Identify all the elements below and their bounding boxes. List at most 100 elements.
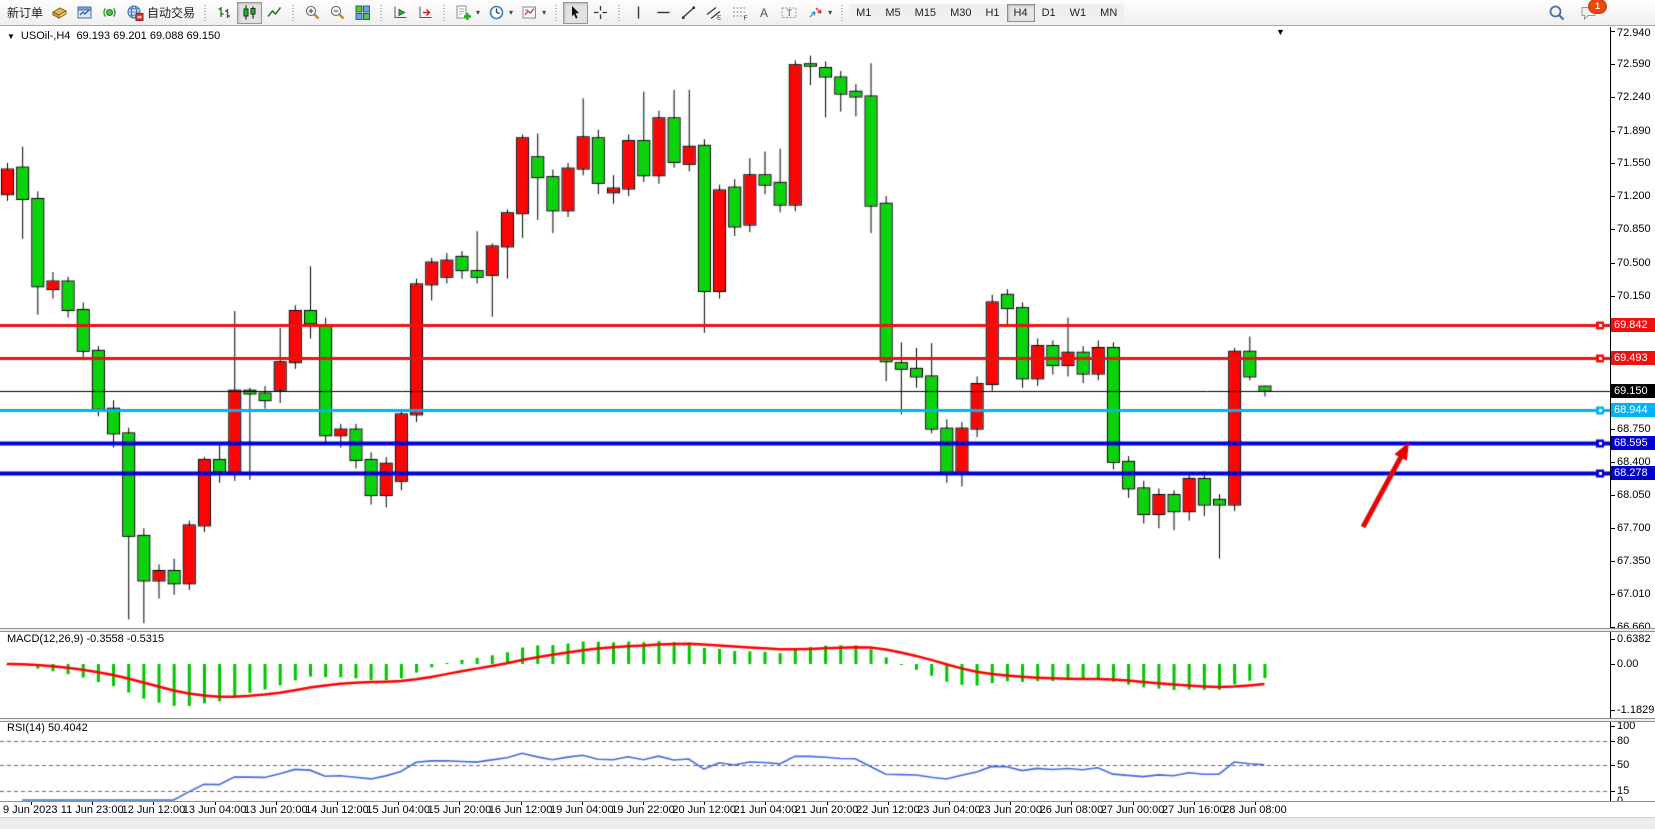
autotrading-button[interactable]: 自动交易 [122, 2, 199, 24]
price-tick-label: 68.050 [1617, 489, 1651, 502]
new-order-button[interactable]: 新订单 [3, 2, 47, 24]
price-tick-label: 71.550 [1617, 156, 1651, 169]
fibonacci-icon: F [731, 4, 749, 21]
signals-icon [101, 4, 118, 21]
timeframe-m30[interactable]: M30 [943, 3, 979, 22]
tile-windows-button[interactable] [350, 2, 375, 24]
notification-badge: 1 [1588, 0, 1607, 14]
timeframe-m15[interactable]: M15 [907, 3, 944, 22]
time-axis-tick [337, 802, 338, 805]
price-tick-label: 70.150 [1617, 289, 1651, 302]
price-line-label: 68.944 [1611, 403, 1655, 417]
svg-text:F: F [744, 15, 748, 21]
periods-clock-icon [488, 4, 505, 21]
time-axis-tick [31, 802, 32, 805]
time-axis-tick [1193, 802, 1195, 805]
text-label-button[interactable]: T [776, 2, 803, 24]
equidistant-channel-button[interactable]: E [701, 2, 727, 24]
timeframe-m5[interactable]: M5 [878, 3, 908, 22]
rsi-panel-splitter[interactable] [0, 718, 1655, 722]
chart-top-marker-icon: ▼ [1276, 27, 1285, 37]
vertical-line-button[interactable] [626, 2, 651, 24]
crosshair-button[interactable] [588, 2, 613, 24]
toolbar-right-cluster: 1 [1544, 0, 1607, 24]
trend-line-button[interactable] [676, 2, 701, 24]
timeframe-h4[interactable]: H4 [1006, 3, 1035, 22]
time-axis-tick [887, 802, 889, 805]
macd-values: -0.3558 -0.5315 [86, 633, 165, 645]
axis-tick [1611, 196, 1615, 198]
chart-dropdown-icon[interactable]: ▼ [7, 31, 15, 41]
axis-tick [1611, 639, 1615, 641]
time-tick-label: 28 Jun 08:00 [1223, 804, 1287, 816]
time-tick-label: 20 Jun 12:00 [672, 804, 736, 816]
zoom-in-button[interactable] [300, 2, 325, 24]
time-tick-label: 9 Jun 2023 [3, 804, 58, 816]
time-tick-label: 16 Jun 12:00 [488, 804, 553, 816]
timeframe-m1[interactable]: M1 [849, 3, 879, 22]
arrows-button[interactable]: ▾ [803, 2, 836, 24]
timeframe-d1[interactable]: D1 [1034, 3, 1063, 22]
indicators-button[interactable]: ▾ [451, 2, 484, 24]
svg-text:T: T [787, 8, 793, 18]
line-chart-button[interactable] [262, 2, 287, 24]
templates-button[interactable]: ▾ [517, 2, 550, 24]
time-axis-tick [643, 802, 644, 805]
signals-button[interactable] [97, 2, 122, 24]
chart-title: ▼ USOil-,H4 69.193 69.201 69.088 69.150 [7, 30, 220, 42]
dropdown-caret-icon: ▾ [476, 8, 481, 17]
time-tick-label: 23 Jun 04:00 [917, 804, 981, 816]
candlestick-chart-icon [241, 4, 258, 21]
svg-text:E: E [717, 15, 722, 22]
axis-tick [1611, 764, 1615, 766]
data-window-button[interactable] [72, 2, 97, 24]
chart-shift-button[interactable] [413, 2, 438, 24]
indicators-icon [455, 4, 472, 21]
timeframe-h1[interactable]: H1 [978, 3, 1007, 22]
time-axis-tick [704, 802, 706, 805]
auto-scroll-button[interactable] [388, 2, 413, 24]
chat-button[interactable]: 1 [1580, 0, 1607, 22]
time-axis-border [0, 801, 1655, 802]
fibonacci-button[interactable]: F [727, 2, 753, 24]
search-button[interactable] [1544, 2, 1570, 24]
price-tick-label: 71.890 [1617, 124, 1651, 137]
axis-tick [1611, 710, 1615, 712]
axis-tick [1611, 262, 1615, 264]
autotrading-label: 自动交易 [147, 6, 196, 20]
price-tick-label: 70.850 [1617, 223, 1651, 236]
search-icon [1548, 4, 1566, 22]
horizontal-line-icon [655, 4, 672, 21]
auto-scroll-icon [392, 4, 409, 21]
time-tick-label: 13 Jun 20:00 [243, 804, 308, 816]
text-button[interactable]: A [753, 2, 776, 24]
price-line-label: 69.842 [1611, 318, 1655, 332]
time-tick-label: 21 Jun 04:00 [733, 804, 798, 816]
bar-chart-button[interactable] [212, 2, 237, 24]
zoom-in-icon [304, 4, 321, 21]
cursor-button[interactable] [563, 1, 589, 24]
toolbar-grip [441, 3, 449, 22]
price-chart-canvas[interactable] [0, 27, 1610, 801]
axis-tick [1611, 791, 1615, 793]
axis-tick [1611, 626, 1615, 628]
data-window-icon [76, 4, 93, 21]
vertical-line-icon [630, 4, 647, 21]
market-watch-button[interactable] [47, 2, 72, 24]
time-tick-label: 27 Jun 16:00 [1161, 804, 1226, 816]
zoom-out-button[interactable] [325, 2, 350, 24]
time-axis-tick [765, 802, 767, 805]
timeframe-mn[interactable]: MN [1093, 3, 1125, 22]
time-axis-tick [1255, 802, 1256, 805]
price-tick-label: 0.6382 [1617, 633, 1651, 646]
price-tick-label: 68.750 [1617, 422, 1651, 435]
macd-label: MACD(12,26,9) [7, 633, 84, 645]
candlestick-chart-button[interactable] [237, 1, 263, 24]
text-icon: A [757, 4, 772, 21]
time-tick-label: 12 Jun 12:00 [121, 804, 186, 816]
periods-button[interactable]: ▾ [484, 2, 517, 24]
macd-panel-splitter[interactable] [0, 628, 1655, 632]
horizontal-line-button[interactable] [651, 2, 676, 24]
timeframe-w1[interactable]: W1 [1062, 3, 1094, 22]
equidistant-channel-icon: E [705, 4, 723, 21]
